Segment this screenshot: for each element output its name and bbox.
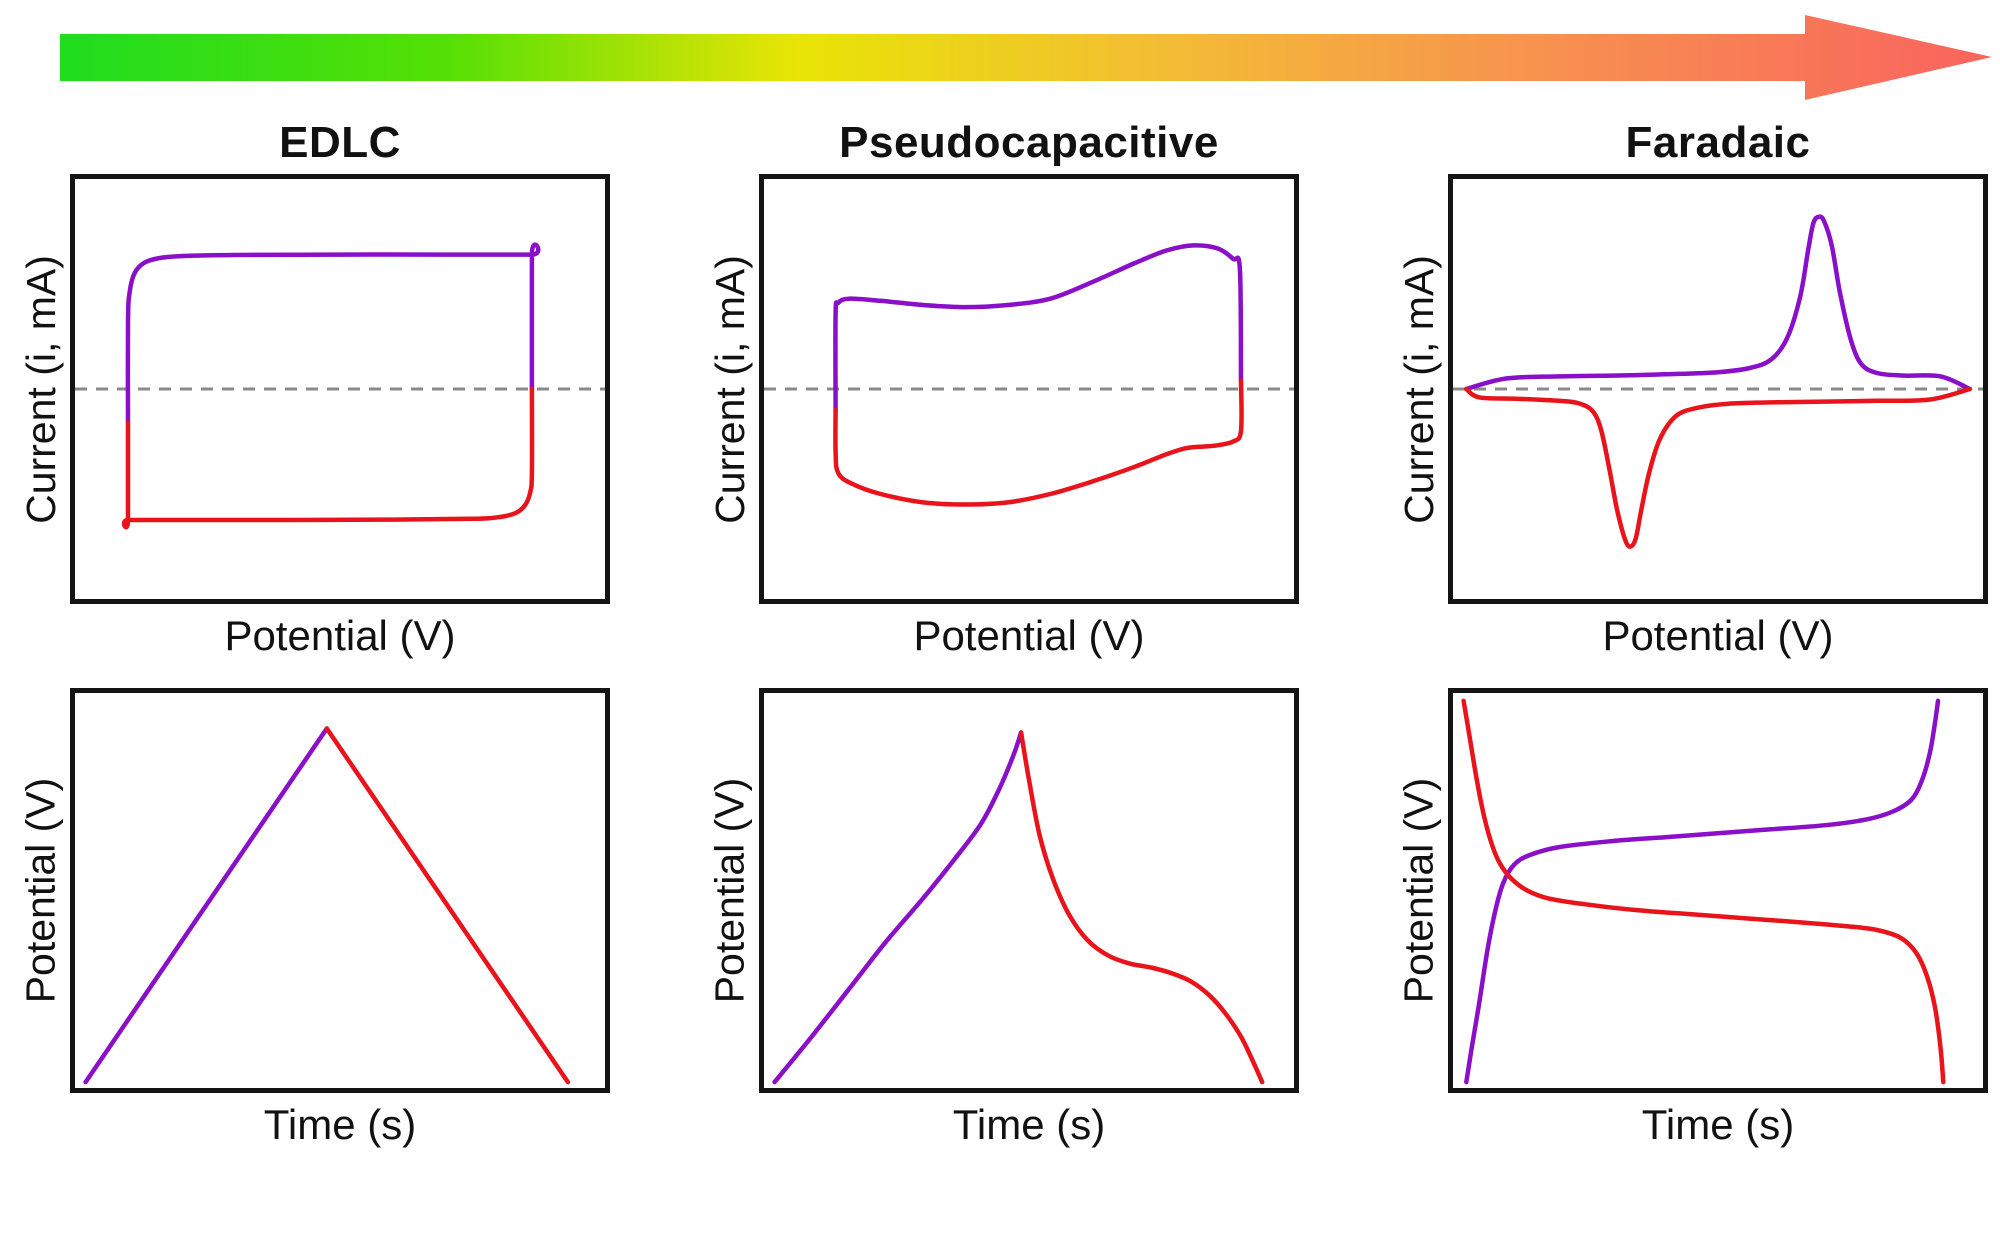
edlc-gcd-row: Potential (V) [12, 688, 610, 1093]
faradaic-gcd-series-discharge [1461, 698, 1946, 1085]
spacer [12, 668, 610, 688]
gradient-arrow-shape [60, 15, 1992, 100]
pseudocapacitive-cv-x-axis-label: Potential (V) [913, 612, 1145, 659]
faradaic-cv-row: Current (i, mA) [1390, 174, 1988, 604]
edlc-cv-x-axis-label: Potential (V) [224, 612, 456, 659]
faradaic-gcd-y-axis-label: Potential (V) [1390, 688, 1448, 1093]
column-header-edlc: EDLC [279, 118, 401, 167]
faradaic-cv-y-axis-label: Current (i, mA) [1390, 174, 1448, 604]
edlc-cv-plot [70, 174, 610, 604]
column-faradaic: Faradaic Current (i, mA) Potential (V) P… [1390, 112, 1988, 1157]
faradaic-cv-x-axis-label: Potential (V) [1602, 612, 1834, 659]
pseudocapacitive-cv-y-axis-label: Current (i, mA) [701, 174, 759, 604]
edlc-cv-series-charge [125, 242, 541, 425]
faradaic-gcd-row: Potential (V) [1390, 688, 1988, 1093]
faradaic-gcd-x-axis-label: Time (s) [1641, 1101, 1795, 1148]
faradaic-cv-plot [1448, 174, 1988, 604]
pseudocapacitive-gcd-plot [759, 688, 1299, 1093]
edlc-gcd-x-axis-label: Time (s) [263, 1101, 417, 1148]
edlc-gcd-series-charge [83, 726, 330, 1085]
faradaic-gcd-series-charge [1464, 698, 1941, 1085]
spacer [1390, 668, 1988, 688]
faradaic-cv-series-discharge [1464, 386, 1973, 549]
pseudocapacitive-gcd-row: Potential (V) [701, 688, 1299, 1093]
pseudocapacitive-gcd-series-charge [772, 730, 1024, 1085]
pseudocapacitive-gcd-series-discharge [1018, 730, 1265, 1085]
faradaic-cv-series-charge [1464, 214, 1973, 392]
column-header-pseudocapacitive: Pseudocapacitive [839, 118, 1219, 167]
pseudocapacitive-cv-series-charge [833, 243, 1244, 413]
column-pseudocapacitive: Pseudocapacitive Current (i, mA) Potenti… [701, 112, 1299, 1157]
edlc-gcd-series-discharge [324, 726, 571, 1085]
gradient-arrow [60, 15, 1992, 100]
pseudocapacitive-gcd-y-axis-label: Potential (V) [701, 688, 759, 1093]
pseudocapacitive-cv-plot [759, 174, 1299, 604]
y-axis-label-text: Potential (V) [17, 777, 64, 1004]
figure: EDLC Current (i, mA) Potential (V) Poten… [0, 15, 2000, 1157]
edlc-cv-series-discharge [121, 386, 535, 530]
y-axis-label-text: Potential (V) [706, 777, 753, 1004]
spacer [701, 668, 1299, 688]
edlc-gcd-y-axis-label: Potential (V) [12, 688, 70, 1093]
y-axis-label-text: Current (i, mA) [706, 254, 753, 524]
y-axis-label-text: Potential (V) [1395, 777, 1442, 1004]
y-axis-label-text: Current (i, mA) [17, 254, 64, 524]
pseudocapacitive-cv-row: Current (i, mA) [701, 174, 1299, 604]
column-header-faradaic: Faradaic [1625, 118, 1811, 167]
edlc-gcd-plot [70, 688, 610, 1093]
y-axis-label-text: Current (i, mA) [1395, 254, 1442, 524]
edlc-cv-y-axis-label: Current (i, mA) [12, 174, 70, 604]
column-edlc: EDLC Current (i, mA) Potential (V) Poten… [12, 112, 610, 1157]
panel-grid: EDLC Current (i, mA) Potential (V) Poten… [0, 112, 2000, 1157]
faradaic-gcd-plot [1448, 688, 1988, 1093]
edlc-cv-row: Current (i, mA) [12, 174, 610, 604]
pseudocapacitive-cv-series-discharge [833, 378, 1244, 507]
pseudocapacitive-gcd-x-axis-label: Time (s) [952, 1101, 1106, 1148]
